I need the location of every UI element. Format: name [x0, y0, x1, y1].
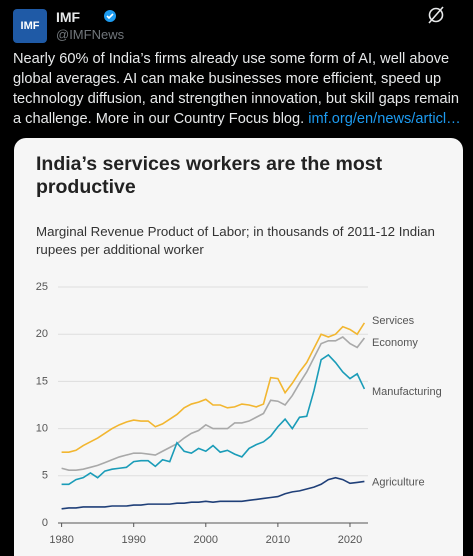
y-tick-label: 25: [36, 281, 48, 293]
x-tick-label: 2010: [266, 534, 290, 546]
x-tick-label: 2020: [338, 534, 362, 546]
author-name[interactable]: IMF: [56, 9, 81, 25]
series-line: [61, 322, 366, 453]
series-label: Services: [372, 315, 415, 327]
chart-title: India’s services workers are the most pr…: [36, 153, 383, 198]
post-text: Nearly 60% of India’s firms already use …: [13, 49, 463, 129]
x-tick-label: 1980: [49, 534, 73, 546]
y-tick-label: 10: [36, 423, 48, 435]
y-tick-label: 0: [42, 517, 48, 529]
series-label: Agriculture: [372, 476, 425, 488]
x-tick-label: 2000: [194, 534, 218, 546]
series-line: [61, 353, 366, 486]
post-link[interactable]: imf.org/en/news/articl…: [308, 111, 461, 127]
y-tick-label: 5: [42, 470, 48, 482]
post-body: Nearly 60% of India’s firms already use …: [13, 51, 459, 127]
series-label: Economy: [372, 337, 418, 349]
grok-icon[interactable]: [428, 6, 444, 24]
card: [14, 138, 463, 556]
y-tick-label: 15: [36, 375, 48, 387]
series-label: Manufacturing: [372, 386, 442, 398]
verified-check: [106, 13, 114, 20]
series-line: [61, 336, 366, 471]
chart-subtitle: Marginal Revenue Product of Labor; in th…: [36, 224, 435, 257]
series-line: [61, 476, 365, 510]
x-tick-label: 1990: [121, 534, 145, 546]
y-tick-label: 20: [36, 328, 48, 340]
avatar[interactable]: IMF: [13, 9, 47, 43]
author-handle[interactable]: @IMFNews: [56, 27, 125, 42]
